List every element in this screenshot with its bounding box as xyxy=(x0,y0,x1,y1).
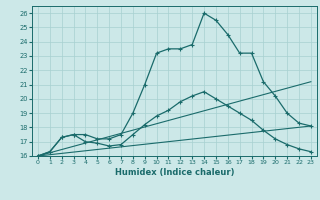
X-axis label: Humidex (Indice chaleur): Humidex (Indice chaleur) xyxy=(115,168,234,177)
